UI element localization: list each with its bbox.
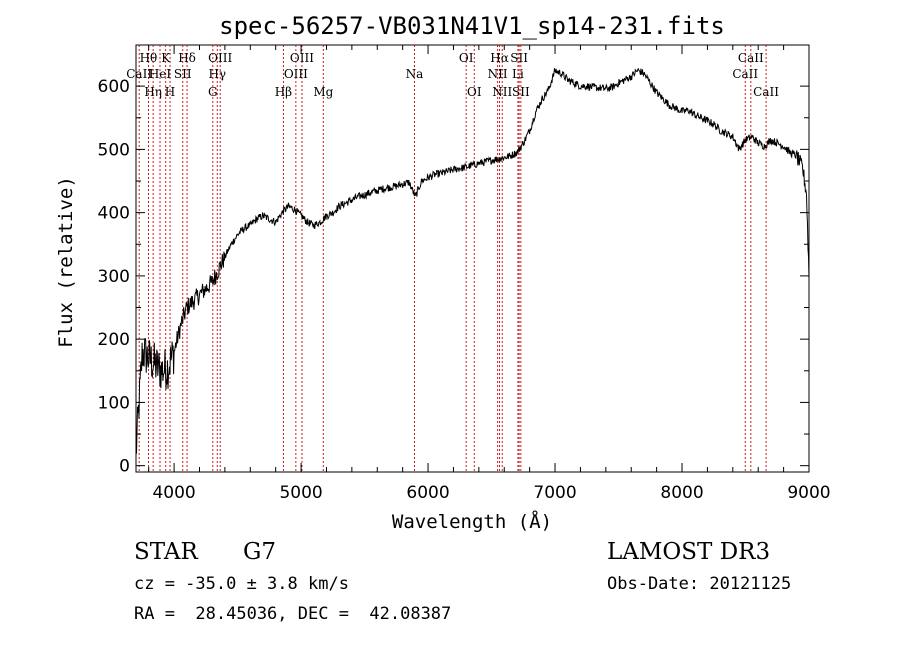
spectral-line-label: OIII — [284, 67, 308, 81]
spectral-line-label: Hα — [490, 51, 509, 65]
survey-name: LAMOST DR3 — [607, 539, 771, 565]
x-tick-label: 5000 — [279, 483, 322, 503]
y-tick-label: 0 — [119, 457, 130, 477]
spectral-line-label: CaII — [126, 67, 152, 81]
spectral-line-label: K — [161, 51, 171, 65]
spectral-line-label: Hη — [144, 85, 162, 99]
spectral-line-labels: Hθ CaII Hη K HeI H SII Hδ OIII Hγ G Hβ OIII OIII Mg Na O… — [126, 51, 779, 99]
spectral-line-label: NII — [492, 85, 512, 99]
spectral-line-label: H — [165, 85, 175, 99]
y-tick-label: 500 — [98, 140, 130, 160]
spectral-line-label: G — [208, 85, 218, 99]
spectral-line-label: CaII — [738, 51, 764, 65]
x-tick-label: 6000 — [406, 483, 449, 503]
x-tick-label: 9000 — [787, 483, 830, 503]
y-tick-label: 300 — [98, 267, 130, 287]
y-tick-label: 600 — [98, 77, 130, 97]
spectral-line-label: CaII — [753, 85, 779, 99]
y-axis-label: Flux (relative) — [55, 176, 77, 348]
observation-date: Obs-Date: 20121125 — [607, 574, 792, 594]
spectral-line-markers — [138, 45, 767, 472]
x-tick-label: 4000 — [152, 483, 195, 503]
spectral-line-label: SII — [174, 67, 192, 81]
spectral-line-label: Hβ — [275, 85, 292, 99]
chart-title: spec-56257-VB031N41V1_sp14-231.fits — [219, 12, 725, 40]
spectral-line-label: OIII — [208, 51, 232, 65]
spectral-line-label: HeI — [149, 67, 172, 81]
object-subclass: G7 — [243, 539, 277, 565]
spectral-line-label: Hθ — [140, 51, 158, 65]
y-axis-ticks: 0 100 200 300 400 500 600 — [98, 77, 809, 477]
spectral-line-label: Mg — [313, 85, 333, 99]
x-axis-ticks: 4000 5000 6000 7000 8000 9000 — [148, 45, 831, 503]
spectral-line-label: NII — [488, 67, 508, 81]
spectral-line-label: CaII — [732, 67, 758, 81]
y-tick-label: 400 — [98, 204, 130, 224]
flux-series-line — [135, 67, 810, 454]
object-class: STAR — [134, 539, 198, 565]
x-tick-label: 7000 — [533, 483, 576, 503]
plot-frame — [135, 44, 810, 473]
y-tick-label: 200 — [98, 330, 130, 350]
spectral-line-label: Na — [406, 67, 424, 81]
x-tick-label: 8000 — [660, 483, 703, 503]
x-axis-label: Wavelength (Å) — [392, 510, 552, 533]
spectral-line-label: SII — [512, 85, 530, 99]
redshift-velocity: cz = -35.0 ± 3.8 km/s — [134, 574, 349, 594]
sky-coordinates: RA = 28.45036, DEC = 42.08387 — [134, 604, 452, 624]
y-tick-label: 100 — [98, 393, 130, 413]
spectral-line-label: Hδ — [178, 51, 196, 65]
spectral-line-label: SII — [510, 51, 528, 65]
spectral-line-label: OI — [459, 51, 474, 65]
spectral-line-label: Li — [512, 67, 524, 81]
spectral-line-label: OIII — [290, 51, 314, 65]
spectral-line-label: Hγ — [208, 67, 226, 81]
spectral-line-label: OI — [467, 85, 482, 99]
